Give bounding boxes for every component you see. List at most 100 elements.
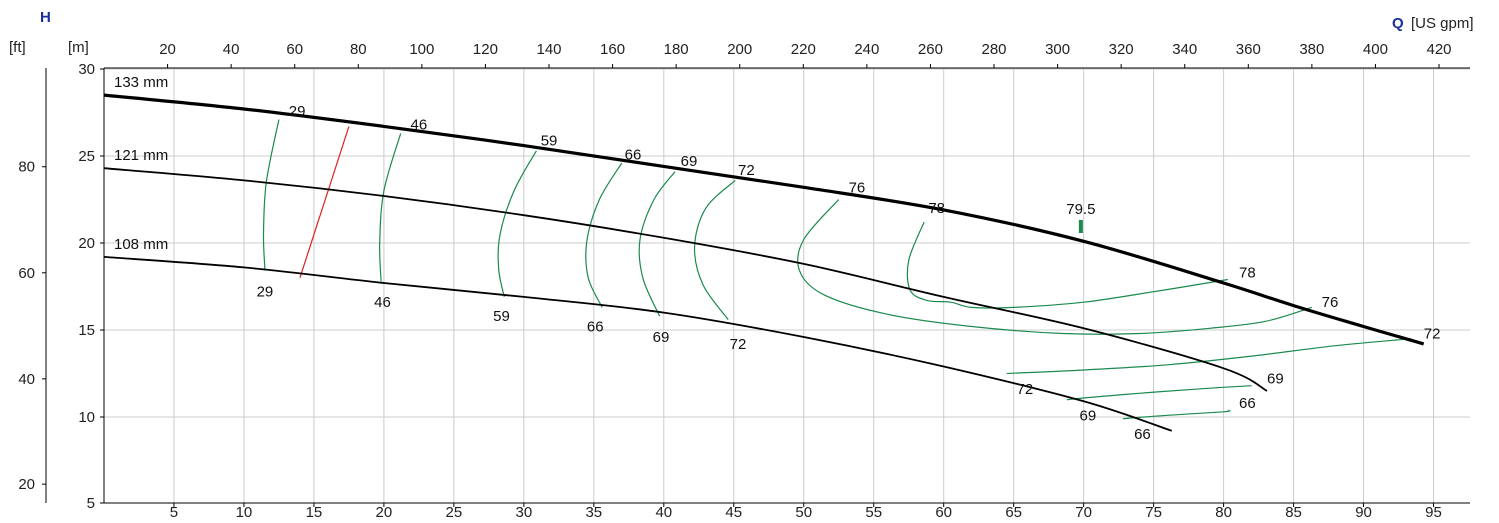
x-bottom-tick-label: 35 [585,504,602,518]
efficiency-curve-69 [1066,385,1252,401]
efficiency-label: 69 [1267,371,1284,388]
x-top-tick-label: 160 [600,41,625,58]
x-top-tick-label: 340 [1172,41,1197,58]
efficiency-label: 69 [1080,407,1097,424]
x-bottom-tick-label: 15 [306,504,323,518]
efficiency-label: 66 [587,319,604,336]
x-bottom-tick-label: 60 [935,504,952,518]
x-top-tick-label: 20 [159,41,176,58]
x-bottom-tick-label: 90 [1355,504,1372,518]
head-unit-ft: [ft] [9,39,26,56]
efficiency-label: 59 [541,132,558,149]
x-bottom-tick-label: 40 [655,504,672,518]
efficiency-curve-59 [497,150,537,298]
efficiency-label: 76 [849,179,866,196]
bep-label: 79.5 [1066,201,1095,218]
efficiency-label: 46 [374,294,391,311]
x-bottom-tick-label: 75 [1145,504,1162,518]
efficiency-curve-29 [262,119,280,270]
efficiency-label: 69 [653,329,670,346]
x-top-tick-label: 280 [981,41,1006,58]
x-top-tick-label: 40 [223,41,240,58]
x-bottom-tick-label: 25 [446,504,463,518]
y-m-tick-label: 5 [87,495,95,512]
efficiency-curve-72 [693,179,736,320]
flow-axis-letter: Q [1392,15,1404,32]
efficiency-curve-66 [585,162,623,308]
x-top-tick-label: 360 [1236,41,1261,58]
impeller-curve-label: 133 mm [114,74,168,91]
efficiency-label: 66 [1134,426,1151,443]
efficiency-curve-78 [906,221,1228,309]
x-bottom-tick-label: 85 [1285,504,1302,518]
impeller-curve-label: 108 mm [114,236,168,253]
x-top-tick-label: 400 [1363,41,1388,58]
efficiency-label: 78 [1239,265,1256,282]
x-bottom-tick-label: 95 [1425,504,1442,518]
efficiency-curve-66 [1122,409,1231,420]
x-bottom-tick-label: 65 [1005,504,1022,518]
efficiency-label: 72 [1424,325,1441,342]
efficiency-curve-46 [379,133,402,282]
y-ft-tick-label: 80 [18,159,35,176]
efficiency-label: 29 [289,103,306,120]
y-ft-tick-label: 20 [18,476,35,493]
x-top-tick-label: 380 [1299,41,1324,58]
efficiency-label: 29 [257,284,274,301]
impeller-curve [103,93,1425,346]
y-m-tick-label: 30 [78,61,95,78]
y-m-tick-label: 15 [78,322,95,339]
efficiency-label: 72 [1017,381,1034,398]
efficiency-label: 66 [625,146,642,163]
x-top-tick-label: 260 [918,41,943,58]
efficiency-curve-76 [797,199,1312,335]
efficiency-label: 72 [738,162,755,179]
tick-labels: 5 10 15 20 25 30 35 40 45 50 55 60 65 70 75 80 85 90 95 5 10… [18,41,1452,521]
x-bottom-tick-label: 50 [795,504,812,518]
y-ft-tick-label: 60 [18,265,35,282]
efficiency-label: 78 [928,200,945,217]
curve-labels: 29 29 46 46 59 59 66 66 69 69 72 72 76 76 78 78 72 72 69 69… [114,74,1440,443]
efficiency-label: 76 [1322,294,1339,311]
y-m-tick-label: 20 [78,235,95,252]
x-bottom-tick-label: 10 [236,504,253,518]
flow-unit-top: [US gpm] [1411,15,1474,32]
x-top-tick-label: 120 [473,41,498,58]
npsh-limit-line [299,126,350,278]
efficiency-label: 59 [493,308,510,325]
x-top-tick-label: 100 [409,41,434,58]
y-ft-tick-label: 40 [18,371,35,388]
efficiency-label: 69 [681,153,698,170]
x-top-tick-label: 140 [536,41,561,58]
head-axis-letter: H [40,9,51,26]
bep-marker [1078,220,1083,234]
x-bottom-tick-label: 70 [1075,504,1092,518]
x-top-tick-label: 60 [286,41,303,58]
efficiency-label: 46 [411,117,428,134]
x-bottom-tick-label: 20 [376,504,393,518]
y-m-tick-label: 10 [78,409,95,426]
curves [103,93,1425,432]
x-top-tick-label: 80 [350,41,367,58]
x-bottom-tick-label: 55 [865,504,882,518]
efficiency-label: 72 [730,336,747,353]
x-bottom-tick-label: 45 [725,504,742,518]
x-bottom-tick-label: 5 [170,504,178,518]
x-top-tick-label: 320 [1109,41,1134,58]
x-top-tick-label: 240 [854,41,879,58]
x-top-tick-label: 300 [1045,41,1070,58]
impeller-curve-label: 121 mm [114,147,168,164]
x-top-tick-label: 180 [664,41,689,58]
x-bottom-tick-label: 80 [1215,504,1232,518]
impeller-curve [103,256,1173,432]
head-unit-m: [m] [68,39,89,56]
y-m-tick-label: 25 [78,148,95,165]
axes [45,67,1470,504]
impeller-curve [103,167,1268,392]
efficiency-curve-72 [1006,338,1412,375]
x-top-tick-label: 220 [791,41,816,58]
grid-lines [104,68,1470,504]
x-top-tick-label: 420 [1427,41,1452,58]
